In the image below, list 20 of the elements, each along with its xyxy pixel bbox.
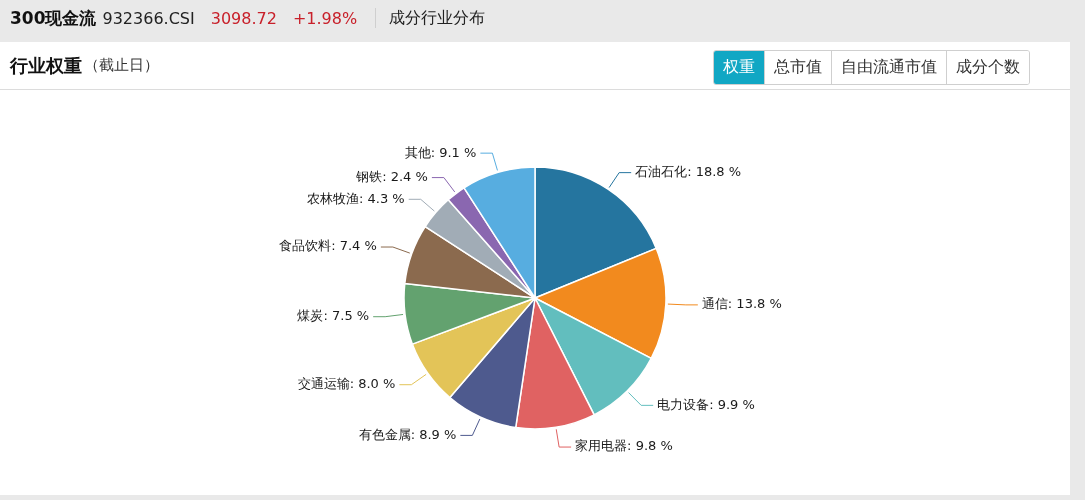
slice-label: 食品饮料: 7.4 % bbox=[279, 238, 377, 254]
text: 成分行业分布 bbox=[389, 7, 486, 29]
slice-label: 煤炭: 7.5 % bbox=[297, 308, 370, 324]
slice-label: 有色金属: 8.9 % bbox=[358, 426, 457, 442]
text: 300现金流 bbox=[10, 6, 97, 30]
slice-label: 其他: 9.1 % bbox=[404, 144, 477, 160]
tab: 成分个数 bbox=[946, 51, 1029, 84]
slice-label: 农林牧渔: 4.3 % bbox=[307, 190, 405, 206]
text: 3098.72 bbox=[210, 8, 277, 28]
text: +1.98% bbox=[292, 8, 358, 28]
text: 行业权重 bbox=[10, 53, 82, 78]
slice-label: 电力设备: 9.9 % bbox=[657, 396, 755, 412]
tab: 权重 bbox=[714, 51, 764, 84]
slice-label: 石油石化: 18.8 % bbox=[635, 164, 742, 179]
slice-label: 交通运输: 8.0 % bbox=[297, 376, 396, 392]
text: 932366.CSI bbox=[102, 8, 195, 28]
slice-label: 钢铁: 2.4 % bbox=[355, 168, 428, 184]
slice-label: 家用电器: 9.8 % bbox=[575, 438, 673, 454]
slice-label: 通信: 13.8 % bbox=[701, 296, 782, 312]
text: （截止日） bbox=[84, 56, 159, 75]
